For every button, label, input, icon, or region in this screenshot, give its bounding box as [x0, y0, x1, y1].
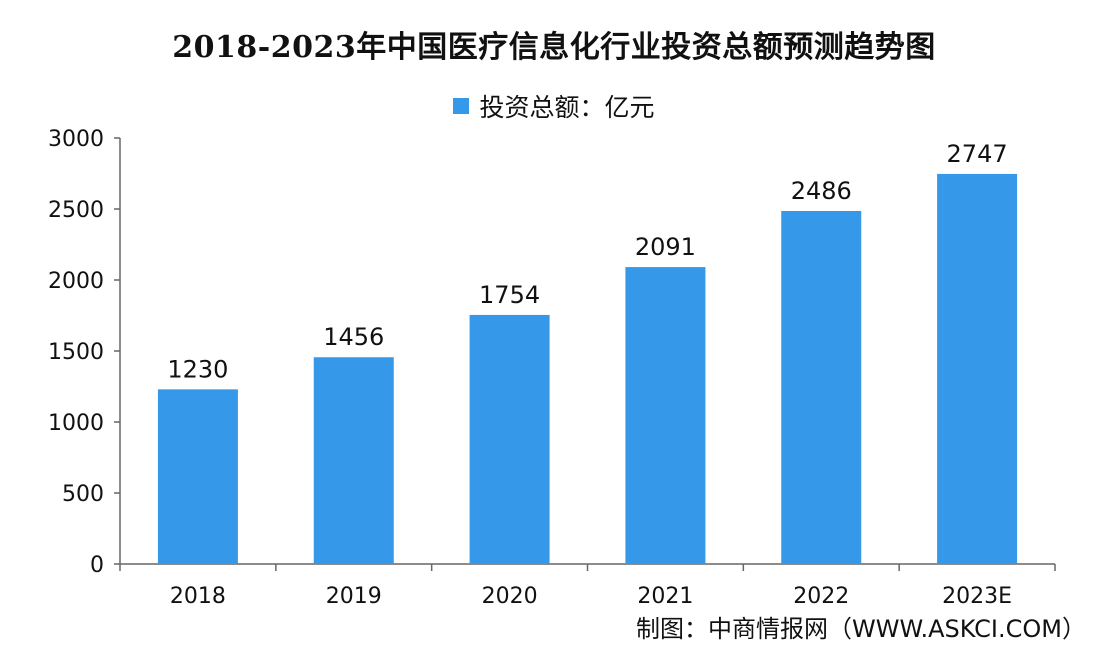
label-layer: 1230 2018 1456 2019 1754 2020 2091 2021 2486 2022… [167, 140, 1012, 609]
y-tick-label: 3000 [48, 127, 104, 152]
bar-2023E [937, 173, 1018, 564]
y-tick-label: 0 [90, 553, 104, 578]
bar-2019 [313, 357, 394, 564]
y-tick-label: 1000 [48, 411, 104, 436]
x-tick-label-2021: 2021 [637, 584, 693, 609]
legend-label: 投资总额：亿元 [479, 93, 655, 122]
y-tick-label: 2500 [48, 198, 104, 223]
legend-swatch [453, 98, 470, 114]
source-note: 制图：中商情报网（WWW.ASKCI.COM） [636, 615, 1086, 643]
data-label-2019: 1456 [323, 323, 384, 351]
bar-2018 [157, 389, 238, 564]
y-tick-label: 1500 [48, 340, 104, 365]
data-label-2022: 2486 [791, 177, 852, 205]
chart-title: 2018-2023年中国医疗信息化行业投资总额预测趋势图 [172, 30, 936, 65]
y-tick-label: 2000 [48, 269, 104, 294]
data-label-2021: 2091 [635, 233, 696, 261]
data-label-2023E: 2747 [947, 140, 1008, 168]
x-tick-label-2023E: 2023E [942, 584, 1012, 609]
axis-layer: 0 500 1000 1500 2000 2500 3000 [48, 127, 1056, 578]
legend: 投资总额：亿元 [0, 88, 1108, 124]
x-tick-label-2019: 2019 [326, 584, 382, 609]
y-tick-label: 500 [62, 482, 104, 507]
x-tick-label-2022: 2022 [793, 584, 849, 609]
x-tick-label-2020: 2020 [482, 584, 538, 609]
bar-2022 [781, 210, 862, 564]
x-tick-label-2018: 2018 [170, 584, 226, 609]
bar-layer [157, 173, 1018, 564]
bar-2021 [625, 267, 706, 564]
data-label-2020: 1754 [479, 281, 540, 309]
bar-2020 [469, 314, 550, 564]
data-label-2018: 1230 [167, 355, 228, 383]
